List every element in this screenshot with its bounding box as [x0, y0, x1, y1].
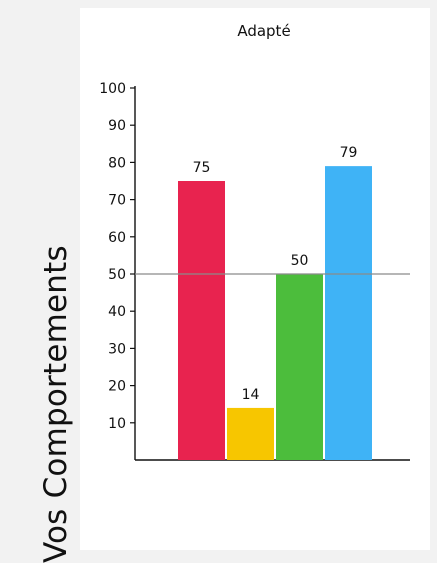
side-axis-label: Vos Comportements [38, 245, 74, 563]
bar-value-label: 14 [242, 387, 260, 403]
y-tick-label: 20 [108, 379, 126, 395]
bar-value-label: 79 [340, 145, 358, 161]
y-tick-label: 80 [108, 155, 126, 171]
chart-title: Adapté [237, 22, 290, 40]
y-tick-label: 40 [108, 304, 126, 320]
chart-panel: Adapté 10 20 30 40 50 60 70 80 90 100 75 14 50 79 [80, 8, 430, 550]
bars [178, 166, 372, 460]
bar [178, 181, 225, 460]
bar [276, 274, 323, 460]
y-tick-label: 100 [99, 81, 126, 97]
y-tick-label: 90 [108, 118, 126, 134]
data-labels: 75 14 50 79 [193, 145, 358, 403]
bar-value-label: 50 [291, 253, 309, 269]
y-tick-label: 50 [108, 267, 126, 283]
y-tick-label: 70 [108, 193, 126, 209]
y-tick-label: 30 [108, 341, 126, 357]
bar [227, 407, 274, 460]
bar [325, 166, 372, 460]
bar-value-label: 75 [193, 160, 211, 176]
bar-chart: Adapté 10 20 30 40 50 60 70 80 90 100 75 14 50 79 [99, 22, 410, 461]
y-tick-label: 10 [108, 416, 126, 432]
y-tick-label: 60 [108, 230, 126, 246]
